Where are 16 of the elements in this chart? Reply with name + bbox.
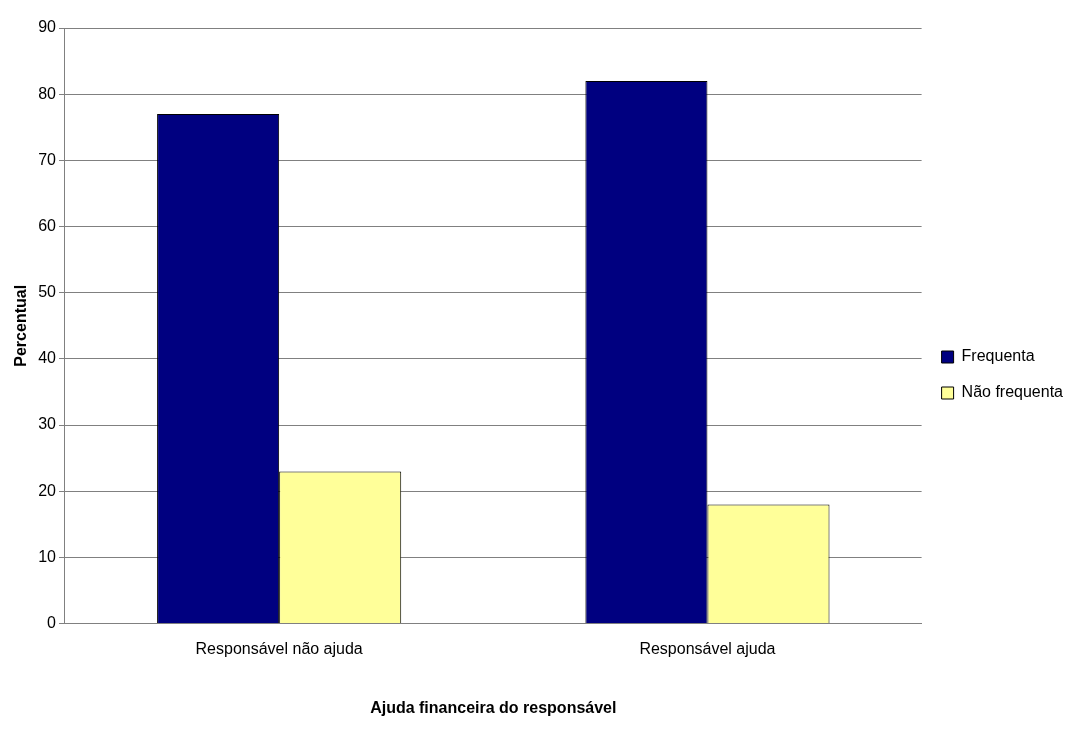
y-axis-title: Percentual: [12, 284, 30, 367]
y-tick-label: 40: [38, 349, 57, 367]
y-tick-label: 80: [38, 84, 57, 102]
legend-label: Frequenta: [961, 347, 1035, 365]
x-tick-label: Responsável ajuda: [639, 639, 776, 657]
y-tick-label: 60: [38, 216, 57, 234]
legend-label: Não frequenta: [961, 383, 1064, 401]
y-tick-label: 90: [38, 18, 57, 36]
y-tick-label: 20: [38, 481, 57, 499]
y-tick-label: 50: [38, 283, 57, 301]
y-tick-label: 70: [38, 150, 57, 168]
x-tick-label: Responsável não ajuda: [195, 639, 363, 657]
y-tick-label: 30: [38, 415, 57, 433]
y-tick-label: 10: [38, 547, 57, 565]
y-tick-label: 0: [47, 614, 57, 632]
x-axis-title: Ajuda financeira do responsável: [370, 698, 617, 716]
